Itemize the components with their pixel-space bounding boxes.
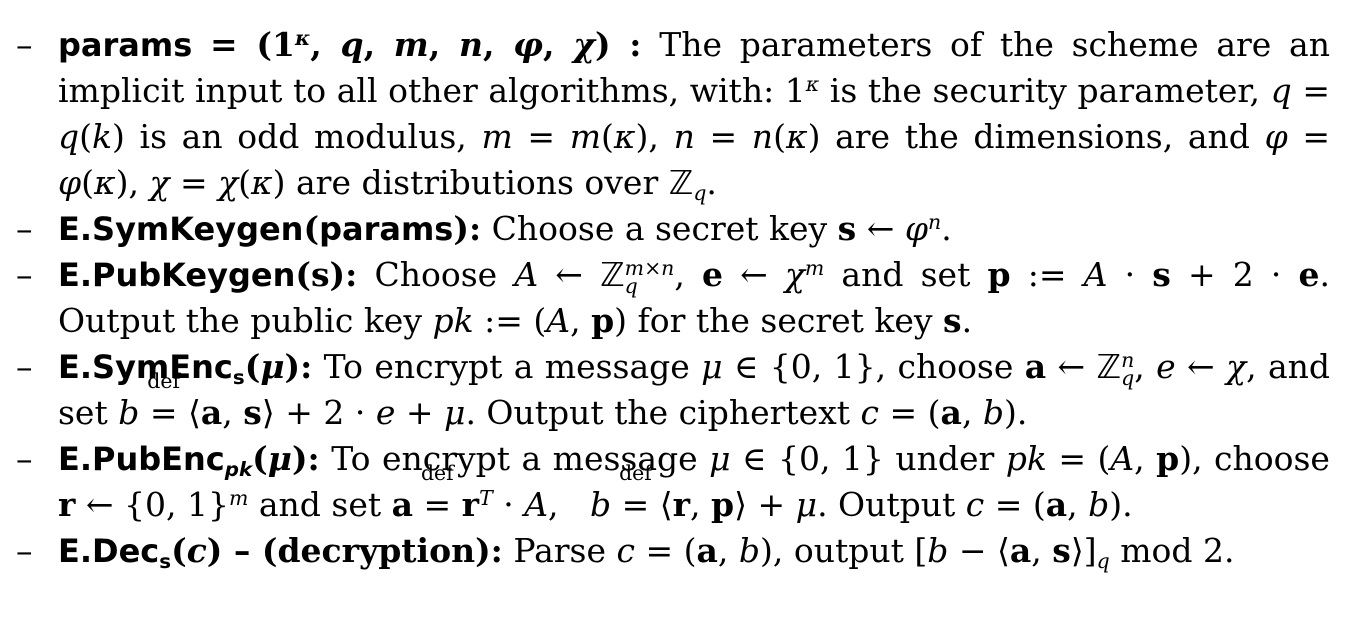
list-item-params: – params = (1κ, q, m, n, φ, χ) : The par… [0,22,1356,206]
item-name: E.Decs(c) – (decryption): [58,531,503,573]
item-name: E.PubEncpk(μ): [58,439,320,481]
item-name: E.SymKeygen(params): [58,209,482,248]
bullet-dash: – [16,25,33,64]
item-text: The parameters of the scheme are an impl… [58,25,1331,206]
bullet-dash: – [16,347,33,386]
item-text: To encrypt a message μ ∈ {0, 1}, choose … [58,347,1330,432]
bullet-dash: – [16,439,33,478]
bullet-dash: – [16,209,33,248]
item-name: E.SymEncs(μ): [58,347,313,389]
item-name: params = (1κ, q, m, n, φ, χ) : [58,25,642,64]
list-item-pubenc: – E.PubEncpk(μ): To encrypt a message μ … [0,436,1356,528]
bullet-dash: – [16,531,33,570]
item-name: E.PubKeygen(s): [58,255,358,294]
list-item-dec: – E.Decs(c) – (decryption): Parse c = (a… [0,528,1356,574]
item-text: Choose a secret key s ← φn. [491,209,952,248]
item-text: Parse c = (a, b), output [b − ⟨a, s⟩]q m… [513,531,1235,574]
bullet-dash: – [16,255,33,294]
item-text: To encrypt a message μ ∈ {0, 1} under pk… [58,439,1330,524]
list-item-symkeygen: – E.SymKeygen(params): Choose a secret k… [0,206,1356,252]
algorithm-list: – params = (1κ, q, m, n, φ, χ) : The par… [0,22,1356,574]
list-item-symenc: – E.SymEncs(μ): To encrypt a message μ ∈… [0,344,1356,436]
